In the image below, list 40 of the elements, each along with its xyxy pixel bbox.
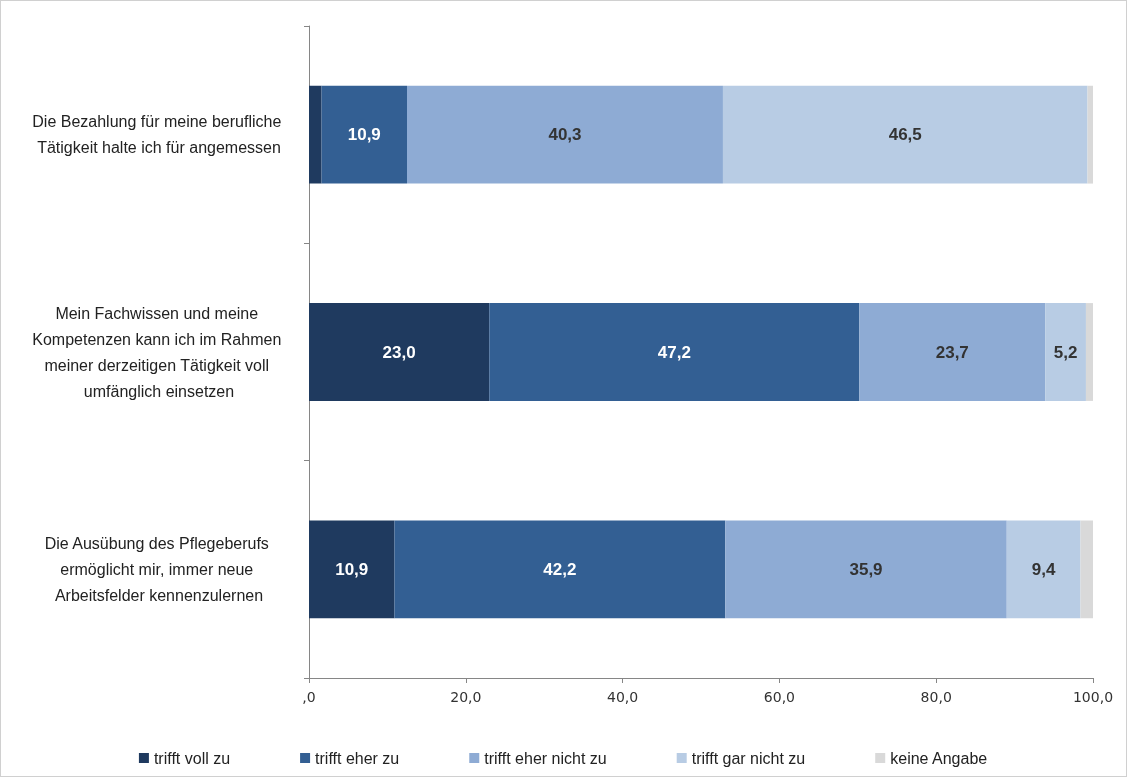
data-label: 42,2 bbox=[543, 559, 577, 579]
y-tick-label: Die Ausübung des Pflegeberufs ermöglicht mir, immer neue Arbeitsfelder kennenzulernen bbox=[44, 534, 274, 604]
bar bbox=[1006, 520, 1081, 619]
bar bbox=[1087, 85, 1093, 184]
data-label: 46,5 bbox=[888, 125, 922, 145]
bar bbox=[725, 520, 1007, 619]
data-label: 23,7 bbox=[935, 342, 969, 362]
bar bbox=[489, 303, 860, 401]
legend-label: trifft eher nicht zu bbox=[484, 749, 607, 767]
x-tick-label: 20,0 bbox=[450, 689, 482, 705]
x-tick-label: 80,0 bbox=[920, 689, 952, 705]
bar bbox=[394, 520, 726, 619]
legend-label: trifft voll zu bbox=[153, 749, 231, 767]
bar bbox=[321, 85, 407, 184]
bar bbox=[859, 303, 1046, 401]
legend-label: trifft eher zu bbox=[315, 749, 400, 767]
data-label: 10,9 bbox=[347, 125, 381, 145]
data-label: 47,2 bbox=[657, 342, 691, 362]
bar bbox=[722, 85, 1088, 184]
data-label: 9,4 bbox=[1031, 559, 1056, 579]
bar bbox=[309, 520, 395, 619]
bar bbox=[1045, 303, 1086, 401]
bar bbox=[407, 85, 723, 184]
legend-label: keine Angabe bbox=[890, 749, 988, 767]
x-tick-label: 40,0 bbox=[607, 689, 639, 705]
data-label: 10,9 bbox=[335, 559, 369, 579]
x-tick-label: 100,0 bbox=[1072, 689, 1114, 705]
data-label: 23,0 bbox=[382, 342, 416, 362]
bar bbox=[1085, 303, 1093, 401]
y-tick-label: Mein Fachwissen und meine Kompetenzen kann ich im Rahmen meiner derzeitigen Tätigkeit voll umfänglich einsetzen bbox=[32, 304, 286, 400]
data-label: 35,9 bbox=[849, 559, 883, 579]
bar bbox=[309, 303, 490, 401]
legend-label: trifft gar nicht zu bbox=[691, 749, 806, 767]
data-label: 5,2 bbox=[1053, 342, 1078, 362]
x-tick-label: ,0 bbox=[302, 689, 316, 705]
y-tick-label: Die Bezahlung für meine berufliche Tätigkeit halte ich für angemessen bbox=[32, 113, 286, 157]
bar bbox=[309, 85, 322, 184]
bar bbox=[1080, 520, 1093, 619]
x-tick-label: 60,0 bbox=[763, 689, 795, 705]
data-label: 40,3 bbox=[548, 125, 582, 145]
